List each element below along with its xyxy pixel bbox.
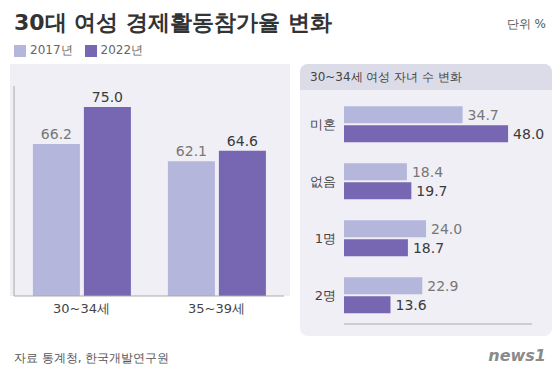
html-text:30~34세 여성 자녀 수 변화: 30~34세 여성 자녀 수 변화 <box>310 70 462 84</box>
svg-text:2명: 2명 <box>315 288 336 303</box>
svg-text:1명: 1명 <box>315 231 336 246</box>
svg-text:64.6: 64.6 <box>227 133 258 149</box>
svg-text:34.7: 34.7 <box>468 107 499 123</box>
svg-text:75.0: 75.0 <box>92 89 123 105</box>
svg-text:22.9: 22.9 <box>427 278 458 294</box>
svg-text:18.4: 18.4 <box>412 164 443 180</box>
html-text:자료 통계청, 한국개발연구원: 자료 통계청, 한국개발연구원 <box>14 351 170 365</box>
svg-text:35~39세: 35~39세 <box>188 301 245 316</box>
html-text:news1: news1 <box>488 346 546 365</box>
svg-text:없음: 없음 <box>310 174 336 189</box>
html-text:30대 여성 경제활동참가율 변화: 30대 여성 경제활동참가율 변화 <box>14 10 332 35</box>
svg-text:24.0: 24.0 <box>431 221 462 237</box>
svg-text:18.7: 18.7 <box>413 240 444 256</box>
svg-text:30~34세: 30~34세 <box>53 301 110 316</box>
html-text:2022년: 2022년 <box>100 43 144 57</box>
html-text:단위 %: 단위 % <box>506 17 546 31</box>
svg-text:66.2: 66.2 <box>41 126 72 142</box>
svg-text:미혼: 미혼 <box>310 117 336 132</box>
svg-text:13.6: 13.6 <box>395 297 426 313</box>
html-text:2017년: 2017년 <box>30 43 73 57</box>
svg-text:19.7: 19.7 <box>416 183 447 199</box>
svg-text:62.1: 62.1 <box>176 143 207 159</box>
svg-text:48.0: 48.0 <box>513 126 544 142</box>
